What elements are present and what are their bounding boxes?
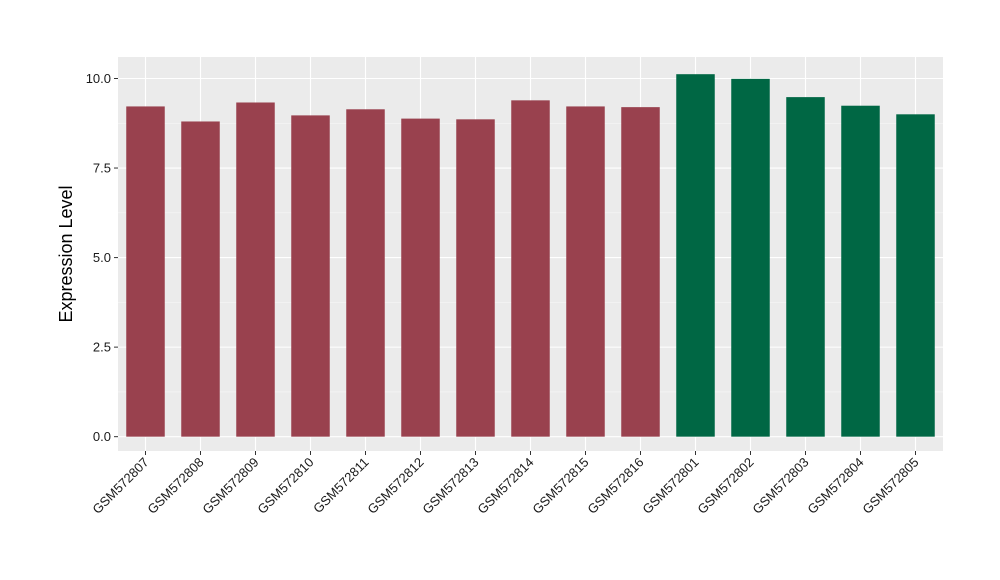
bar-GSM572816 (621, 107, 660, 437)
bar-GSM572808 (181, 121, 220, 437)
y-tick-label: 10.0 (86, 71, 111, 86)
y-tick-label: 2.5 (93, 340, 111, 355)
bar-GSM572807 (126, 106, 165, 437)
x-tick-label: GSM572801 (639, 455, 701, 517)
bar-GSM572811 (346, 109, 385, 437)
bar-GSM572805 (896, 114, 935, 437)
x-tick-label: GSM572807 (89, 455, 151, 517)
bar-GSM572813 (456, 119, 495, 437)
x-tick-label: GSM572804 (804, 455, 866, 517)
x-tick-label: GSM572813 (419, 455, 481, 517)
x-tick-label: GSM572810 (254, 455, 316, 517)
bar-GSM572812 (401, 118, 440, 437)
x-tick-label: GSM572803 (749, 455, 811, 517)
x-tick-label: GSM572808 (144, 455, 206, 517)
x-tick-label: GSM572812 (364, 455, 426, 517)
y-axis-title: Expression Level (56, 185, 76, 322)
x-tick-label: GSM572805 (859, 455, 921, 517)
x-tick-label: GSM572802 (694, 455, 756, 517)
y-tick-label: 7.5 (93, 161, 111, 176)
y-tick-label: 5.0 (93, 250, 111, 265)
bar-GSM572803 (786, 97, 825, 437)
bar-GSM572814 (511, 100, 550, 437)
x-tick-label: GSM572816 (584, 455, 646, 517)
bar-GSM572804 (841, 105, 880, 437)
x-tick-label: GSM572811 (310, 455, 372, 517)
x-tick-label: GSM572815 (529, 455, 591, 517)
x-tick-label: GSM572809 (199, 455, 261, 517)
bar-GSM572802 (731, 78, 770, 437)
bar-GSM572815 (566, 106, 605, 437)
x-tick-label: GSM572814 (474, 455, 536, 517)
y-tick-label: 0.0 (93, 429, 111, 444)
bar-GSM572809 (236, 102, 275, 437)
bars (126, 74, 935, 437)
bar-GSM572810 (291, 115, 330, 437)
bar-GSM572801 (676, 74, 715, 437)
